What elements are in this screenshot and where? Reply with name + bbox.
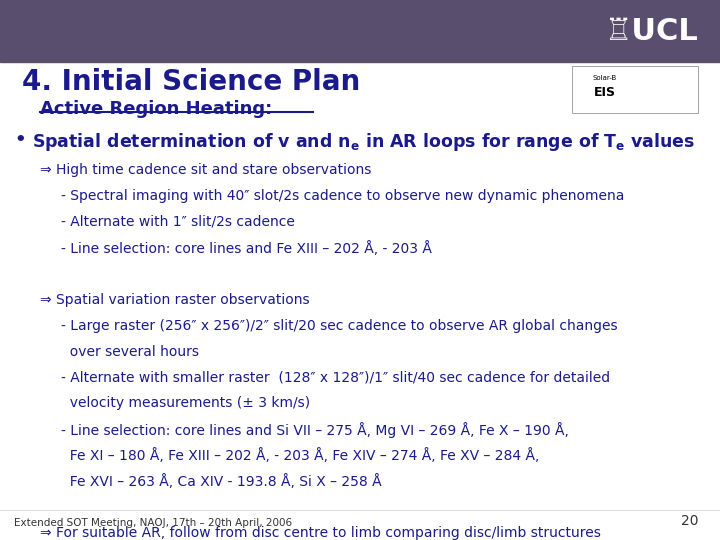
- Text: - Line selection: core lines and Si VII – 275 Å, Mg VI – 269 Å, Fe X – 190 Å,: - Line selection: core lines and Si VII …: [61, 422, 569, 438]
- Text: ♖UCL: ♖UCL: [605, 17, 698, 45]
- Text: Fe XVI – 263 Å, Ca XIV - 193.8 Å, Si X – 258 Å: Fe XVI – 263 Å, Ca XIV - 193.8 Å, Si X –…: [61, 474, 382, 489]
- Text: ⇒ High time cadence sit and stare observations: ⇒ High time cadence sit and stare observ…: [40, 163, 371, 177]
- Text: 20: 20: [681, 514, 698, 528]
- Text: EIS: EIS: [594, 85, 616, 98]
- Text: velocity measurements (± 3 km/s): velocity measurements (± 3 km/s): [61, 396, 310, 410]
- Text: Fe XI – 180 Å, Fe XIII – 202 Å, - 203 Å, Fe XIV – 274 Å, Fe XV – 284 Å,: Fe XI – 180 Å, Fe XIII – 202 Å, - 203 Å,…: [61, 448, 539, 463]
- Text: ⇒ Spatial variation raster observations: ⇒ Spatial variation raster observations: [40, 293, 309, 307]
- Text: - Line selection: core lines and Fe XIII – 202 Å, - 203 Å: - Line selection: core lines and Fe XIII…: [61, 241, 432, 256]
- Bar: [0, 0, 720, 62]
- Text: Extended SOT Meeting, NAOJ, 17th – 20th April, 2006: Extended SOT Meeting, NAOJ, 17th – 20th …: [14, 518, 292, 528]
- Text: •: •: [14, 131, 26, 149]
- Text: ⇒ For suitable AR, follow from disc centre to limb comparing disc/limb structure: ⇒ For suitable AR, follow from disc cent…: [40, 526, 600, 540]
- Text: 4. Initial Science Plan: 4. Initial Science Plan: [22, 68, 360, 96]
- Text: - Large raster (256″ x 256″)/2″ slit/20 sec cadence to observe AR global changes: - Large raster (256″ x 256″)/2″ slit/20 …: [61, 319, 618, 333]
- Text: - Spectral imaging with 40″ slot/2s cadence to observe new dynamic phenomena: - Spectral imaging with 40″ slot/2s cade…: [61, 189, 624, 203]
- Text: Spatial determination of v and $\mathbf{n_e}$ in AR loops for range of $\mathbf{: Spatial determination of v and $\mathbf{…: [32, 131, 696, 153]
- Text: - Alternate with smaller raster  (128″ x 128″)/1″ slit/40 sec cadence for detail: - Alternate with smaller raster (128″ x …: [61, 370, 611, 384]
- Text: - Alternate with 1″ slit/2s cadence: - Alternate with 1″ slit/2s cadence: [61, 215, 295, 229]
- Bar: [572, 66, 698, 113]
- Text: Active Region Heating:: Active Region Heating:: [40, 100, 272, 118]
- Text: Solar-B: Solar-B: [593, 75, 617, 81]
- Text: over several hours: over several hours: [61, 345, 199, 359]
